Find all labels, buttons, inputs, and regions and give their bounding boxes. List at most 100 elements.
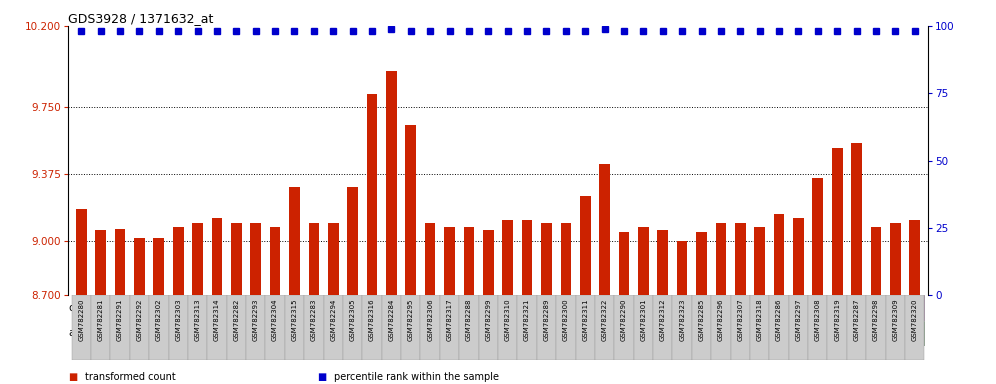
Bar [270, 227, 281, 295]
Bar [735, 223, 746, 295]
Bar [769, 295, 847, 321]
Bar [595, 295, 615, 360]
Bar [227, 321, 479, 346]
Bar [227, 295, 304, 321]
Bar [265, 295, 285, 360]
Bar [304, 295, 381, 321]
Text: chromium: chromium [780, 328, 837, 338]
Bar [537, 295, 556, 360]
Bar [211, 218, 222, 295]
Bar [289, 187, 300, 295]
Bar [677, 241, 687, 295]
Text: GSM782310: GSM782310 [505, 298, 511, 341]
Bar [909, 220, 920, 295]
Bar [871, 227, 881, 295]
Text: GSM782284: GSM782284 [388, 298, 394, 341]
Bar [828, 295, 847, 360]
Bar [885, 295, 905, 360]
Bar [696, 232, 707, 295]
Text: GSM782282: GSM782282 [233, 298, 239, 341]
Bar [580, 196, 591, 295]
Bar [381, 295, 401, 360]
Text: GSM782285: GSM782285 [698, 298, 704, 341]
Text: GSM782292: GSM782292 [136, 298, 142, 341]
Text: GSM782301: GSM782301 [640, 298, 646, 341]
Text: GSM782309: GSM782309 [892, 298, 898, 341]
Bar [615, 295, 633, 360]
Text: GSM782297: GSM782297 [796, 298, 802, 341]
Bar [867, 295, 885, 360]
Bar [153, 238, 164, 295]
Bar [207, 295, 227, 360]
Bar [173, 227, 183, 295]
Text: GSM782291: GSM782291 [118, 298, 124, 341]
Text: GSM782290: GSM782290 [621, 298, 626, 341]
Bar [789, 295, 808, 360]
Bar [638, 227, 648, 295]
Text: GSM782322: GSM782322 [602, 298, 608, 341]
Text: 400 μM: 400 μM [411, 303, 449, 313]
Text: dose: dose [68, 303, 93, 313]
Bar [328, 223, 339, 295]
Bar [479, 295, 498, 360]
Bar [134, 238, 144, 295]
Text: GSM782308: GSM782308 [815, 298, 821, 341]
Text: GSM782321: GSM782321 [524, 298, 530, 341]
Bar [793, 218, 804, 295]
Bar [363, 295, 381, 360]
Bar [731, 295, 750, 360]
Text: 1.2 μM: 1.2 μM [635, 303, 670, 313]
Bar [561, 223, 571, 295]
Bar [847, 295, 867, 360]
Text: agent: agent [68, 328, 98, 338]
Text: GSM782288: GSM782288 [466, 298, 472, 341]
Bar [91, 295, 111, 360]
Text: 10 μM: 10 μM [870, 303, 901, 313]
Text: GSM782318: GSM782318 [757, 298, 763, 341]
Bar [692, 295, 711, 360]
Bar [502, 220, 513, 295]
Text: ■: ■ [68, 372, 77, 382]
Bar [715, 223, 726, 295]
Text: cadmium: cadmium [559, 328, 612, 338]
Bar [227, 295, 246, 360]
Bar [76, 209, 87, 295]
Text: GSM782283: GSM782283 [311, 298, 317, 341]
Text: GSM782304: GSM782304 [272, 298, 278, 341]
Text: GSM782281: GSM782281 [98, 298, 104, 341]
Text: GSM782305: GSM782305 [350, 298, 356, 341]
Bar [692, 295, 769, 321]
Text: GSM782316: GSM782316 [370, 298, 375, 341]
Bar [541, 223, 552, 295]
Text: GSM782315: GSM782315 [292, 298, 298, 341]
Bar [479, 295, 537, 321]
Bar [890, 223, 900, 295]
Bar [343, 295, 363, 360]
Text: transformed count: transformed count [85, 372, 175, 382]
Bar [129, 295, 149, 360]
Text: GSM782293: GSM782293 [253, 298, 259, 341]
Bar [633, 295, 653, 360]
Bar [556, 295, 576, 360]
Bar [188, 295, 207, 360]
Text: GSM782306: GSM782306 [427, 298, 433, 341]
Bar [847, 295, 924, 321]
Text: GSM782287: GSM782287 [854, 298, 860, 341]
Text: GSM782286: GSM782286 [776, 298, 782, 341]
Text: GSM782317: GSM782317 [446, 298, 452, 341]
Bar [425, 223, 435, 295]
Bar [149, 295, 168, 360]
Text: 0.55 μM: 0.55 μM [555, 303, 597, 313]
Bar [304, 295, 324, 360]
Text: percentile rank within the sample: percentile rank within the sample [334, 372, 499, 382]
Bar [324, 295, 343, 360]
Text: GSM782320: GSM782320 [911, 298, 917, 341]
Text: GSM782323: GSM782323 [679, 298, 685, 341]
Bar [653, 295, 672, 360]
Bar [576, 295, 595, 360]
Text: control: control [129, 328, 168, 338]
Bar [813, 179, 823, 295]
Bar [285, 295, 304, 360]
Text: GSM782295: GSM782295 [407, 298, 413, 341]
Text: GSM782298: GSM782298 [872, 298, 878, 341]
